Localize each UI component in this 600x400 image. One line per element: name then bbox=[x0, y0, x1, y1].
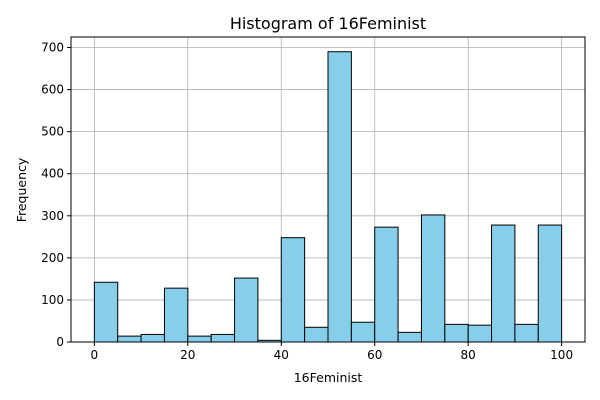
x-tick-label: 0 bbox=[91, 348, 99, 362]
histogram-bar bbox=[420, 214, 446, 343]
histogram-bar bbox=[491, 224, 516, 343]
histogram-bar bbox=[93, 281, 119, 343]
histogram-bar bbox=[327, 51, 352, 343]
chart-title: Histogram of 16Feminist bbox=[230, 14, 426, 33]
histogram-bar bbox=[117, 335, 142, 343]
histogram-bar bbox=[350, 321, 376, 343]
histogram-bar bbox=[467, 324, 493, 343]
y-tick-label: 600 bbox=[41, 83, 64, 97]
y-tick-label: 500 bbox=[41, 125, 64, 139]
x-axis-label: 16Feminist bbox=[294, 370, 363, 385]
histogram-bar bbox=[140, 333, 165, 343]
y-tick-label: 200 bbox=[41, 251, 64, 265]
histogram-bar bbox=[374, 226, 399, 343]
y-tick-label: 400 bbox=[41, 167, 64, 181]
y-tick-label: 300 bbox=[41, 209, 64, 223]
histogram-bar bbox=[397, 331, 422, 343]
histogram-bar bbox=[514, 323, 539, 343]
histogram-bar bbox=[210, 333, 236, 343]
histogram-bar bbox=[187, 335, 212, 343]
y-tick-label: 100 bbox=[41, 293, 64, 307]
histogram-bar bbox=[234, 277, 259, 343]
y-axis-label: Frequency bbox=[14, 157, 29, 222]
y-tick-label: 0 bbox=[56, 335, 64, 349]
axis-ticks: 0 20 40 60 80 100 0 100 200 300 400 500 600 700 bbox=[41, 41, 573, 362]
histogram-bar bbox=[537, 224, 563, 343]
histogram-bar bbox=[163, 287, 189, 343]
plot-frame bbox=[70, 36, 586, 343]
x-tick-label: 80 bbox=[461, 348, 476, 362]
y-tick-label: 700 bbox=[41, 41, 64, 55]
x-tick-label: 100 bbox=[550, 348, 573, 362]
x-tick-label: 20 bbox=[180, 348, 195, 362]
x-tick-label: 60 bbox=[367, 348, 382, 362]
histogram-bar bbox=[280, 237, 306, 343]
histogram-bar bbox=[304, 326, 329, 343]
histogram-bar bbox=[444, 323, 469, 343]
bars bbox=[93, 51, 563, 343]
x-tick-label: 40 bbox=[274, 348, 289, 362]
